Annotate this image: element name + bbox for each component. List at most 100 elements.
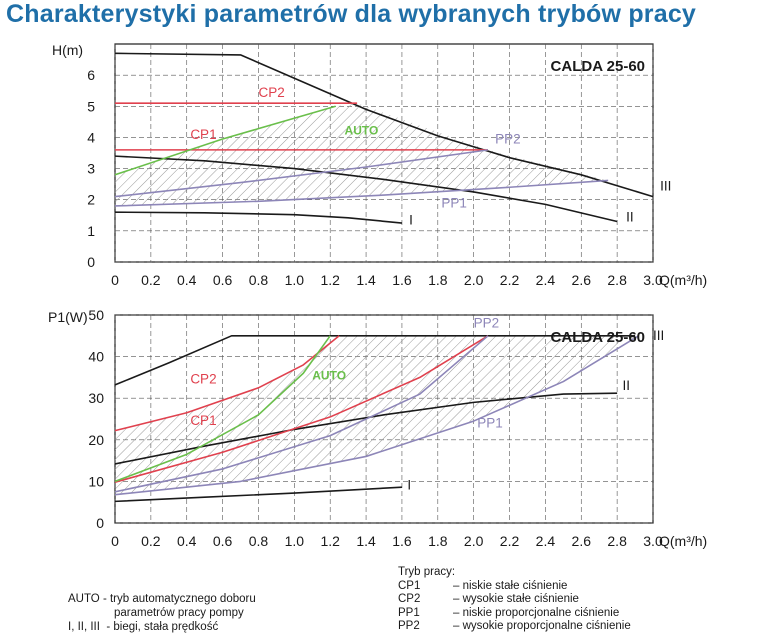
model-label: CALDA 25-60 (551, 329, 645, 346)
series-i-line (114, 211, 403, 224)
x-tick-label: 2.2 (500, 272, 520, 288)
series-auto-line (114, 105, 336, 176)
x-tick-label: 3.0 (643, 533, 663, 549)
y-tick-label: 1 (87, 223, 95, 239)
legend-desc: – niskie proporcjonalne ciśnienie (453, 606, 620, 619)
x-tick-label: 0.2 (141, 272, 161, 288)
legend-auto-desc-2: parametrów pracy pompy (114, 607, 244, 619)
annotation-auto: AUTO (312, 368, 346, 382)
series-pp2-line (114, 335, 489, 493)
legend-item: PP2 – wysokie proporcjonalne ciśnienie (398, 620, 631, 634)
legend-speeds-code: I, II, III (68, 621, 100, 633)
annotation-ii: II (623, 378, 631, 393)
annotation-auto: AUTO (345, 123, 379, 137)
legend-heading: Tryb pracy: (398, 566, 456, 578)
y-tick-label: 30 (88, 390, 104, 406)
x-tick-label: 0.8 (249, 272, 269, 288)
x-tick-label: 0.2 (141, 533, 161, 549)
series-auto-line (114, 335, 331, 483)
x-tick-label: 2.6 (572, 272, 592, 288)
annotation-i: I (409, 213, 413, 228)
page-title: Charakterystyki parametrów dla wybranych… (6, 0, 697, 28)
x-tick-label: 0 (111, 533, 119, 549)
annotation-cp1: CP1 (190, 413, 216, 428)
legend-speeds-desc: - biegi, stała prędkość (106, 621, 219, 633)
series-ii-line (114, 392, 618, 465)
y-tick-label: 20 (88, 432, 104, 448)
x-tick-label: 2.0 (464, 533, 484, 549)
y-axis-label: H(m) (52, 42, 83, 58)
y-tick-label: 50 (88, 307, 104, 323)
y-tick-label: 4 (87, 129, 95, 145)
annotation-iii: III (653, 328, 664, 343)
x-tick-label: 1.6 (392, 272, 412, 288)
head-chart: 0 0.2 0.4 0.6 0.8 1.0 1.2 1.4 1.6 1.8 2.0 2.2 2.4 2.6… (52, 42, 707, 288)
x-tick-label: 1.0 (285, 533, 305, 549)
legend-modes-auto: AUTO - tryb automatycznego doboru parame… (68, 592, 256, 634)
legend-item: PP1 – niskie proporcjonalne ciśnienie (398, 607, 631, 621)
legend-item: CP1 – niskie stałe ciśnienie (398, 580, 631, 594)
annotation-cp2: CP2 (258, 85, 284, 100)
annotation-pp1: PP1 (477, 415, 503, 430)
series-iii-line (114, 334, 636, 386)
charts-canvas: 0 0.2 0.4 0.6 0.8 1.0 1.2 1.4 1.6 1.8 2.0 2.2 2.4 2.6… (48, 42, 707, 549)
annotation-cp2: CP2 (190, 372, 216, 387)
x-tick-label: 0.6 (213, 533, 233, 549)
annotation-ii: II (626, 210, 634, 225)
legend-code: CP2 (398, 593, 421, 605)
y-tick-label: 0 (87, 254, 95, 270)
x-tick-label: 1.2 (320, 533, 340, 549)
x-tick-label: 2.2 (500, 533, 520, 549)
series-ii-line (114, 155, 618, 223)
legend-desc: – wysokie proporcjonalne ciśnienie (453, 620, 631, 632)
x-tick-label: 0.6 (213, 272, 233, 288)
x-tick-label: 2.6 (572, 533, 592, 549)
series-pp2-line (114, 149, 489, 198)
y-tick-label: 3 (87, 161, 95, 177)
x-tick-label: 1.4 (356, 533, 376, 549)
x-tick-label: 0 (111, 272, 119, 288)
legend-desc: – niskie stałe ciśnienie (453, 579, 568, 592)
annotation-pp1: PP1 (441, 196, 467, 211)
series-cp2-line (114, 335, 340, 432)
legend-code: CP1 (398, 579, 421, 592)
x-tick-label: 2.8 (607, 272, 627, 288)
series-iii-line (114, 52, 654, 198)
y-axis-label: P1(W) (48, 309, 88, 325)
legend-code: PP1 (398, 606, 420, 619)
annotation-iii: III (660, 178, 671, 193)
model-label: CALDA 25-60 (551, 58, 645, 75)
annotation-pp2: PP2 (474, 315, 500, 330)
x-tick-label: 1.4 (356, 272, 376, 288)
power-chart: 0 0.2 0.4 0.6 0.8 1.0 1.2 1.4 1.6 1.8 2.0 2.2 2.4 2.6… (48, 307, 707, 549)
x-tick-label: 2.0 (464, 272, 484, 288)
x-tick-label: 2.4 (536, 533, 556, 549)
x-tick-label: 1.8 (428, 272, 448, 288)
x-tick-label: 2.8 (607, 533, 627, 549)
x-tick-label: 2.4 (536, 272, 556, 288)
operating-region-hatch (115, 103, 609, 206)
annotation-cp1: CP1 (190, 127, 216, 142)
series-pp1-line (114, 179, 609, 207)
y-tick-label: 2 (87, 192, 95, 208)
x-tick-label: 0.8 (249, 533, 269, 549)
y-tick-label: 40 (88, 349, 104, 365)
y-tick-label: 5 (87, 98, 95, 114)
legend-modes: Tryb pracy: CP1– niskie stałe ciśnienie … (398, 566, 631, 634)
y-tick-label: 6 (87, 67, 95, 83)
x-tick-label: 3.0 (643, 272, 663, 288)
x-tick-label: 1.2 (320, 272, 340, 288)
y-tick-label: 10 (88, 473, 104, 489)
legend-desc: – wysokie stałe ciśnienie (453, 593, 579, 605)
legend-auto-code: AUTO (68, 593, 100, 605)
x-tick-label: 0.4 (177, 533, 197, 549)
y-tick-label: 0 (96, 515, 104, 531)
annotation-i: I (407, 478, 411, 493)
x-tick-label: 1.0 (285, 272, 305, 288)
x-tick-label: 0.4 (177, 272, 197, 288)
x-tick-label: 1.8 (428, 533, 448, 549)
series-i-line (114, 486, 402, 503)
x-axis-label: Q(m³/h) (659, 272, 707, 288)
x-axis-label: Q(m³/h) (659, 533, 707, 549)
legend-item: CP2 – wysokie stałe ciśnienie (398, 593, 631, 607)
